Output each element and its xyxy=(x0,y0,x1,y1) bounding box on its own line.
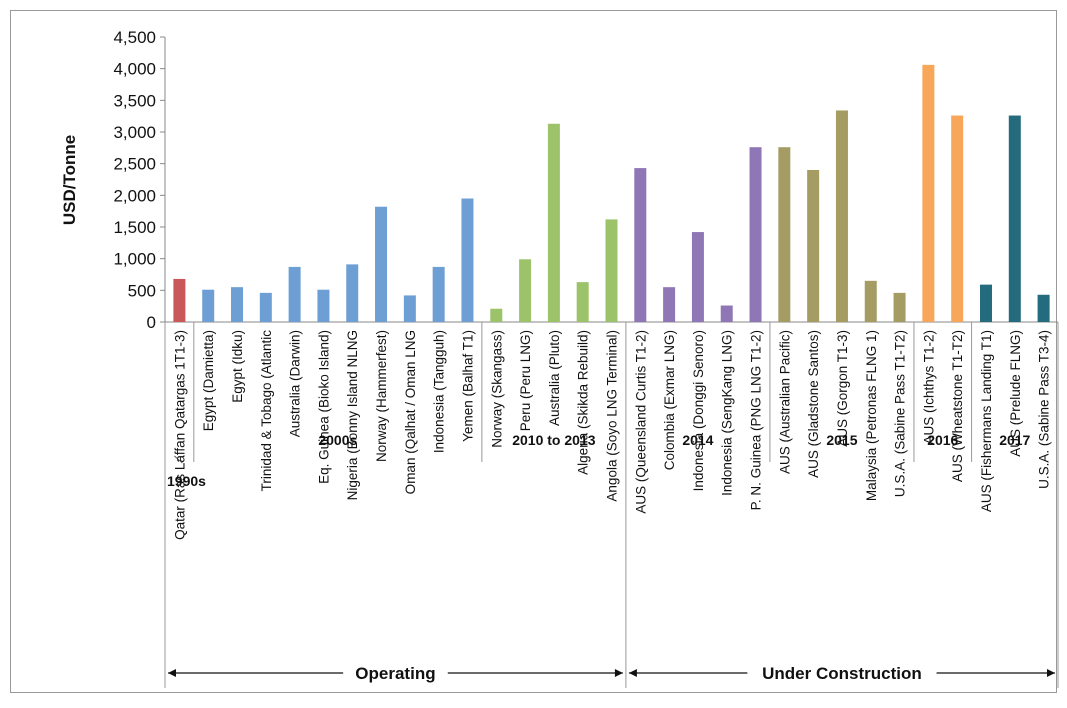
bar xyxy=(375,206,388,322)
bar xyxy=(720,305,733,322)
y-tick-label: 0 xyxy=(147,313,156,332)
category-label: AUS (Wheatstone T1-T2) xyxy=(950,330,965,482)
bar xyxy=(317,289,330,322)
bar xyxy=(259,292,272,322)
stage-arrowhead-left xyxy=(168,669,176,677)
chart-border xyxy=(10,10,1057,693)
category-label: AUS (Gladstone Santos) xyxy=(806,330,821,478)
bar xyxy=(490,308,503,322)
bar xyxy=(288,266,301,322)
category-label: Qatar (Ras Laffan Qatargas 1T1-3) xyxy=(172,330,187,540)
category-label: Oman (Qalhat / Oman LNG xyxy=(403,330,418,494)
stage-arrowhead-right xyxy=(1047,669,1055,677)
category-labels: Qatar (Ras Laffan Qatargas 1T1-3) Egypt (… xyxy=(172,330,1051,540)
group-label: 2010 to 2013 xyxy=(512,432,595,448)
group-leader-line xyxy=(174,455,183,464)
category-label: Colombia (Exmar LNG) xyxy=(662,330,677,470)
group-label: 1990s xyxy=(167,473,206,489)
y-tick-label: 3,500 xyxy=(113,91,156,110)
category-label: Malaysia (Petronas FLNG 1) xyxy=(864,330,879,501)
y-axis-label: USD/Tonne xyxy=(60,135,79,225)
category-label: Australia (Pluto) xyxy=(547,330,562,426)
bar xyxy=(173,278,186,322)
bar xyxy=(403,295,416,322)
bars xyxy=(173,64,1050,323)
category-label: Egypt (Idku) xyxy=(230,330,245,403)
y-tick-label: 3,000 xyxy=(113,123,156,142)
category-label: AUS (Prelude FLNG) xyxy=(1008,330,1023,457)
category-label: P. N. Guinea (PNG LNG T1-2) xyxy=(749,330,764,510)
bar xyxy=(605,219,618,322)
group-label: 2000s xyxy=(318,432,357,448)
bar xyxy=(691,232,704,322)
category-label: U.S.A. (Sabine Pass T1-T2) xyxy=(893,330,908,497)
stage-label: Under Construction xyxy=(762,664,922,683)
y-tick-label: 1,000 xyxy=(113,250,156,269)
category-label: Indonesia (SengKang LNG) xyxy=(720,330,735,496)
category-label: Eq. Guinea (Bioko Island) xyxy=(316,330,331,484)
group-label: 2015 xyxy=(826,432,857,448)
bar xyxy=(547,123,560,323)
y-tick-label: 2,500 xyxy=(113,155,156,174)
category-label: Algeria (Skikda Rebuild) xyxy=(576,330,591,475)
category-label: AUS (Queensland Curtis T1-2) xyxy=(633,330,648,514)
category-label: Indonesia (Tangguh) xyxy=(432,330,447,453)
group-label: 2016 xyxy=(927,432,958,448)
y-tick-label: 4,500 xyxy=(113,28,156,47)
bar xyxy=(576,282,589,322)
group-labels: 1990s 2000s 2010 to 2013 2014 2015 2016 2017 xyxy=(164,322,1059,688)
bar xyxy=(346,264,359,322)
stage-arrowhead-right xyxy=(614,669,623,677)
category-label: Norway (Skangass) xyxy=(489,330,504,448)
category-label: Indonesia (Donggi Senoro) xyxy=(691,330,706,491)
bar xyxy=(461,198,474,322)
stage-label: Operating xyxy=(355,664,435,683)
bar xyxy=(835,110,848,322)
bar xyxy=(951,115,964,323)
bar xyxy=(1037,294,1050,322)
bar xyxy=(432,266,445,322)
bar xyxy=(1008,115,1021,323)
bar xyxy=(663,287,676,322)
group-label: 2017 xyxy=(999,432,1030,448)
y-tick-label: 1,500 xyxy=(113,218,156,237)
category-label: Yemen (Balhaf T1) xyxy=(460,330,475,442)
category-label: AUS (Australian Pacific) xyxy=(777,330,792,474)
bar xyxy=(922,64,935,322)
category-label: Trinidad & Tobago (Atlantic xyxy=(259,330,274,492)
group-label: 2014 xyxy=(682,432,713,448)
bar xyxy=(893,292,906,322)
bar xyxy=(979,284,992,322)
bar xyxy=(519,259,532,322)
category-label: Egypt (Damietta) xyxy=(201,330,216,431)
category-label: AUS (Ichthys T1-2) xyxy=(921,330,936,445)
y-tick-label: 500 xyxy=(128,281,156,300)
category-label: Norway (Hammerfest) xyxy=(374,330,389,462)
bar xyxy=(864,280,877,322)
bar xyxy=(231,287,244,322)
category-label: U.S.A. (Sabine Pass T3-4) xyxy=(1037,330,1052,489)
category-label: Nigeria (Bonny Island NLNG xyxy=(345,330,360,500)
stage-arrowhead-left xyxy=(628,669,637,677)
y-tick-label: 2,000 xyxy=(113,186,156,205)
bar xyxy=(807,170,820,322)
category-label: Australia (Darwin) xyxy=(288,330,303,437)
category-label: AUS (Fishermans Landing T1) xyxy=(979,330,994,512)
bar xyxy=(634,168,647,322)
category-label: Angola (Soyo LNG Terminal) xyxy=(605,330,620,502)
bar xyxy=(778,147,791,322)
category-label: AUS (Gorgon T1-3) xyxy=(835,330,850,447)
bar xyxy=(202,289,215,322)
category-label: Peru (Peru LNG) xyxy=(518,330,533,431)
axes: 0 500 1,000 1,500 2,000 2,500 3,000 3,500 4,000 4… xyxy=(113,28,1058,332)
y-tick-label: 4,000 xyxy=(113,60,156,79)
bar xyxy=(749,147,762,322)
stage-labels: Operating Under Construction xyxy=(168,664,1055,683)
